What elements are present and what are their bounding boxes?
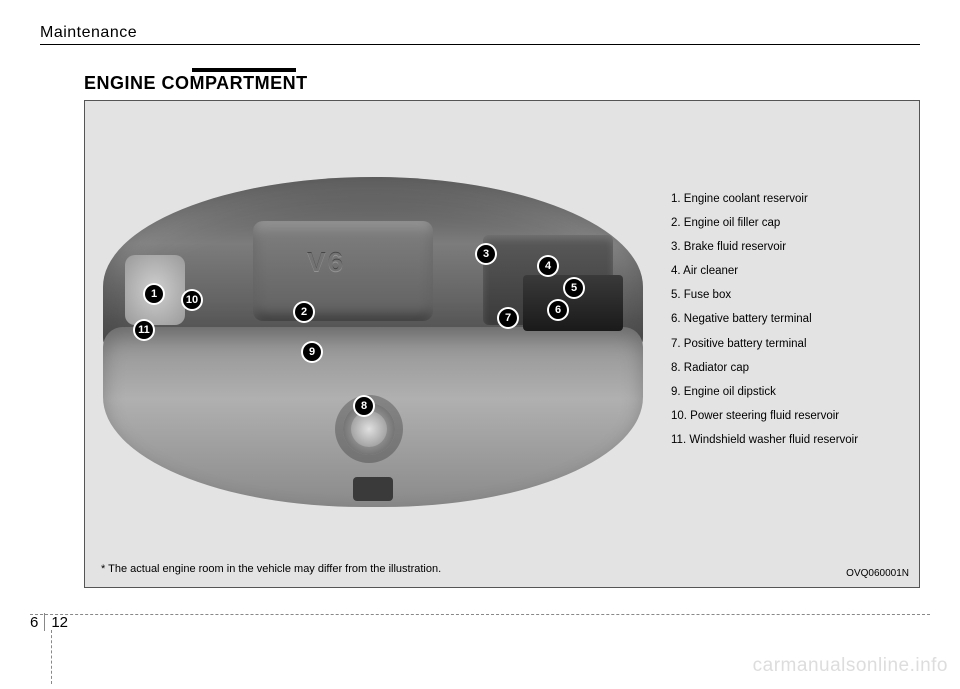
legend-item-2: 2. Engine oil filler cap (671, 215, 911, 231)
engine-illustration: V6 1 10 11 2 9 3 45 6 7 8 (103, 177, 643, 537)
legend-item-6: 6. Negative battery terminal (671, 311, 911, 327)
legend-item-3: 3. Brake fluid reservoir (671, 239, 911, 255)
page-footer: 6 12 (30, 614, 930, 619)
legend-item-9: 9. Engine oil dipstick (671, 384, 911, 400)
legend-item-11: 11. Windshield washer fluid reservoir (671, 432, 911, 448)
callout-2: 2 (295, 303, 313, 321)
callout-3: 3 (477, 245, 495, 263)
watermark: carmanualsonline.info (753, 655, 948, 677)
callout-5: 5 (565, 279, 583, 297)
page-chapter: 6 (30, 614, 38, 631)
binding-dash (51, 630, 52, 684)
legend-item-5: 5. Fuse box (671, 287, 911, 303)
header: Maintenance (40, 24, 920, 45)
page-separator (44, 613, 45, 631)
hood-latch (353, 477, 393, 501)
engine-badge: V6 (307, 247, 345, 279)
section-name: Maintenance (40, 24, 137, 42)
callout-9: 9 (303, 343, 321, 361)
callout-7: 7 (499, 309, 517, 327)
header-underline (192, 68, 296, 72)
callout-1: 1 (145, 285, 163, 303)
page-title: ENGINE COMPARTMENT (84, 73, 920, 94)
legend-item-8: 8. Radiator cap (671, 360, 911, 376)
figure-box: V6 1 10 11 2 9 3 45 6 7 8 1. Engine coolant reser… (84, 100, 920, 588)
callout-10: 10 (183, 291, 201, 309)
page-num: 12 (51, 614, 68, 631)
legend-item-10: 10. Power steering fluid reservoir (671, 408, 911, 424)
legend-item-4: 4. Air cleaner (671, 263, 911, 279)
legend: 1. Engine coolant reservoir 2. Engine oil… (671, 191, 911, 456)
legend-item-7: 7. Positive battery terminal (671, 336, 911, 352)
callout-8: 8 (355, 397, 373, 415)
callout-11: 11 (135, 321, 153, 339)
figure-footnote: * The actual engine room in the vehicle … (101, 563, 441, 575)
legend-item-1: 1. Engine coolant reservoir (671, 191, 911, 207)
callout-4: 4 (539, 257, 557, 275)
figure-code: OVQ060001N (846, 568, 909, 579)
callout-6: 6 (549, 301, 567, 319)
page-number: 6 12 (30, 613, 68, 631)
